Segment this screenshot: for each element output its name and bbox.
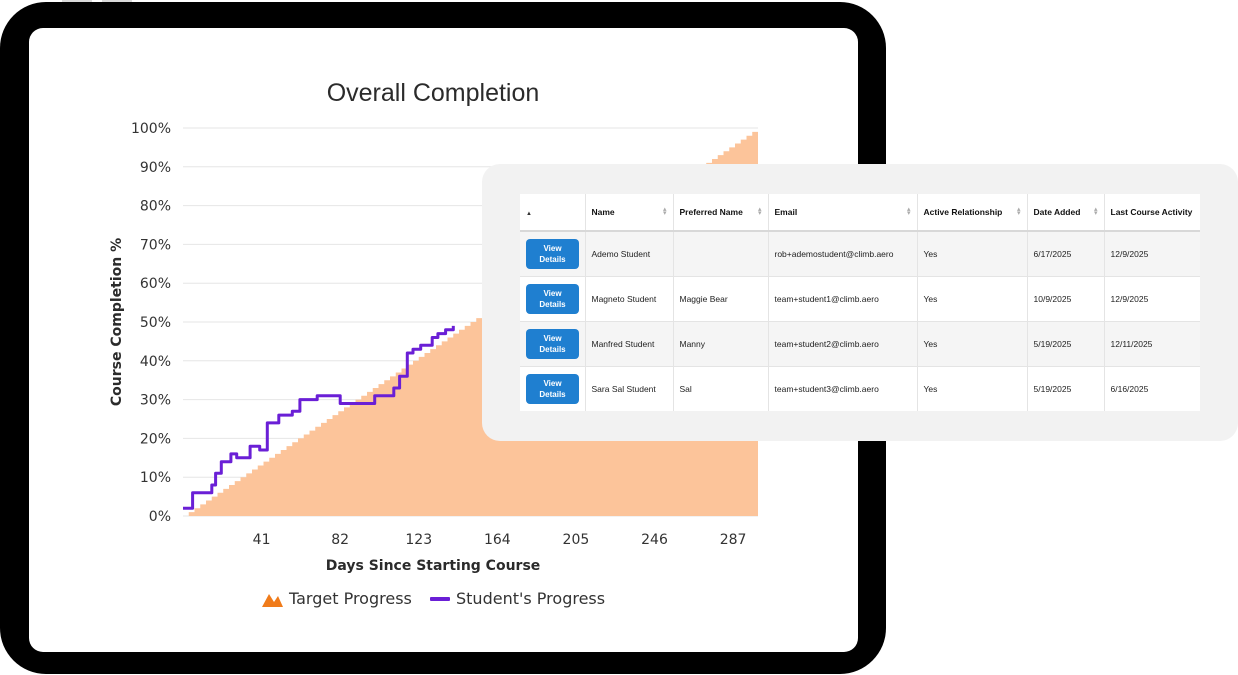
- table-row: View Details Sara Sal Student Sal team+s…: [520, 366, 1200, 411]
- table-cell-date-added: 5/19/2025: [1027, 366, 1105, 411]
- line-swatch-icon: [430, 597, 450, 601]
- view-details-button[interactable]: View Details: [526, 239, 579, 269]
- y-tick-label: 30%: [140, 393, 171, 409]
- x-tick-labels: 41 82 123 164 205 246 287: [253, 532, 747, 548]
- y-tick-label: 50%: [140, 315, 171, 331]
- student-line-layer: [183, 325, 455, 510]
- table-cell-name: Magneto Student: [585, 276, 674, 322]
- x-axis-title: Days Since Starting Course: [326, 558, 541, 574]
- table-cell-date-added: 10/9/2025: [1027, 276, 1105, 322]
- sort-arrows-icon[interactable]: ▴ ▾: [662, 206, 667, 217]
- table-cell-preferred-name: [673, 230, 769, 277]
- sort-arrows-icon[interactable]: ▴ ▾: [757, 206, 762, 217]
- y-tick-labels: 0% 10% 20% 30% 40% 50% 60% 70% 80% 90% 100%: [131, 121, 171, 525]
- y-tick-label: 80%: [140, 199, 171, 215]
- column-header-label: Last Course Activity: [1110, 207, 1193, 217]
- column-header-label: Active Relationship: [923, 207, 1003, 217]
- table-header-row: ▲ Name ▴ ▾ Preferred Name ▴ ▾ Email ▴ ▾: [520, 194, 1200, 232]
- table-cell-action: View Details: [520, 321, 586, 367]
- chart-legend: Target Progress Student's Progress: [262, 589, 605, 608]
- table-cell-active: Yes: [917, 366, 1028, 411]
- table-cell-active: Yes: [917, 321, 1028, 367]
- column-header-email[interactable]: Email ▴ ▾: [768, 194, 918, 232]
- x-tick-label: 41: [253, 532, 271, 548]
- x-tick-label: 123: [405, 532, 432, 548]
- table-row: View Details Ademo Student rob+ademostud…: [520, 230, 1200, 277]
- table-cell-name: Manfred Student: [585, 321, 674, 367]
- table-cell-email: team+student2@climb.aero: [768, 321, 918, 367]
- x-tick-label: 205: [563, 532, 590, 548]
- x-tick-label: 82: [331, 532, 349, 548]
- table-row: View Details Magneto Student Maggie Bear…: [520, 276, 1200, 322]
- table-cell-last-activity: 6/16/2025: [1104, 366, 1200, 411]
- column-header-label: Email: [774, 207, 798, 217]
- column-header-label: Date Added: [1033, 207, 1081, 217]
- y-tick-label: 70%: [140, 237, 171, 253]
- table-cell-email: rob+ademostudent@climb.aero: [768, 230, 918, 277]
- table-cell-preferred-name: Manny: [673, 321, 769, 367]
- table-cell-preferred-name: Sal: [673, 366, 769, 411]
- legend-label-target: Target Progress: [288, 589, 412, 608]
- table-cell-email: team+student3@climb.aero: [768, 366, 918, 411]
- sort-arrows-icon[interactable]: ▴ ▾: [906, 206, 911, 217]
- view-details-button[interactable]: View Details: [526, 374, 579, 404]
- column-header-label: Name: [591, 207, 615, 217]
- y-axis-title: Course Completion %: [109, 238, 125, 406]
- table-cell-action: View Details: [520, 366, 586, 411]
- sort-arrows-icon[interactable]: ▴ ▾: [1093, 206, 1098, 217]
- table-cell-last-activity: 12/9/2025: [1104, 276, 1200, 322]
- table-cell-last-activity: 12/11/2025: [1104, 321, 1200, 367]
- chart-title: Overall Completion: [327, 79, 540, 107]
- top-edge-mark: [62, 0, 92, 3]
- column-header-select[interactable]: ▲: [520, 194, 586, 232]
- table-cell-action: View Details: [520, 276, 586, 322]
- sort-arrows-icon[interactable]: ▴ ▾: [1016, 206, 1021, 217]
- table-cell-last-activity: 12/9/2025: [1104, 230, 1200, 277]
- x-tick-label: 246: [641, 532, 668, 548]
- y-tick-label: 100%: [131, 121, 171, 137]
- y-tick-label: 20%: [140, 431, 171, 447]
- students-table-wrap: ▲ Name ▴ ▾ Preferred Name ▴ ▾ Email ▴ ▾: [520, 194, 1200, 411]
- view-details-button[interactable]: View Details: [526, 284, 579, 314]
- y-tick-label: 40%: [140, 354, 171, 370]
- x-tick-label: 287: [720, 532, 747, 548]
- mountain-icon: [262, 594, 283, 607]
- table-cell-email: team+student1@climb.aero: [768, 276, 918, 322]
- table-row: View Details Manfred Student Manny team+…: [520, 321, 1200, 367]
- table-cell-preferred-name: Maggie Bear: [673, 276, 769, 322]
- legend-label-student: Student's Progress: [456, 589, 605, 608]
- top-edge-mark: [102, 0, 132, 3]
- column-header-date-added[interactable]: Date Added ▴ ▾: [1027, 194, 1105, 232]
- column-header-label: Preferred Name: [679, 207, 743, 217]
- column-header-last-course-activity[interactable]: Last Course Activity: [1104, 194, 1200, 232]
- students-table-card: ▲ Name ▴ ▾ Preferred Name ▴ ▾ Email ▴ ▾: [482, 164, 1238, 441]
- column-header-preferred-name[interactable]: Preferred Name ▴ ▾: [673, 194, 769, 232]
- table-cell-date-added: 6/17/2025: [1027, 230, 1105, 277]
- x-tick-label: 164: [484, 532, 511, 548]
- table-cell-action: View Details: [520, 230, 586, 277]
- view-details-button[interactable]: View Details: [526, 329, 579, 359]
- table-cell-date-added: 5/19/2025: [1027, 321, 1105, 367]
- table-cell-active: Yes: [917, 276, 1028, 322]
- students-table: ▲ Name ▴ ▾ Preferred Name ▴ ▾ Email ▴ ▾: [520, 194, 1200, 411]
- column-header-active-relationship[interactable]: Active Relationship ▴ ▾: [917, 194, 1028, 232]
- sort-indicator-icon: ▲: [526, 211, 532, 217]
- table-cell-name: Sara Sal Student: [585, 366, 674, 411]
- table-cell-name: Ademo Student: [585, 230, 674, 277]
- table-cell-active: Yes: [917, 230, 1028, 277]
- y-tick-label: 60%: [140, 276, 171, 292]
- column-header-name[interactable]: Name ▴ ▾: [585, 194, 674, 232]
- student-progress-line: [183, 325, 455, 510]
- y-tick-label: 90%: [140, 160, 171, 176]
- y-tick-label: 0%: [149, 509, 171, 525]
- y-tick-label: 10%: [140, 470, 171, 486]
